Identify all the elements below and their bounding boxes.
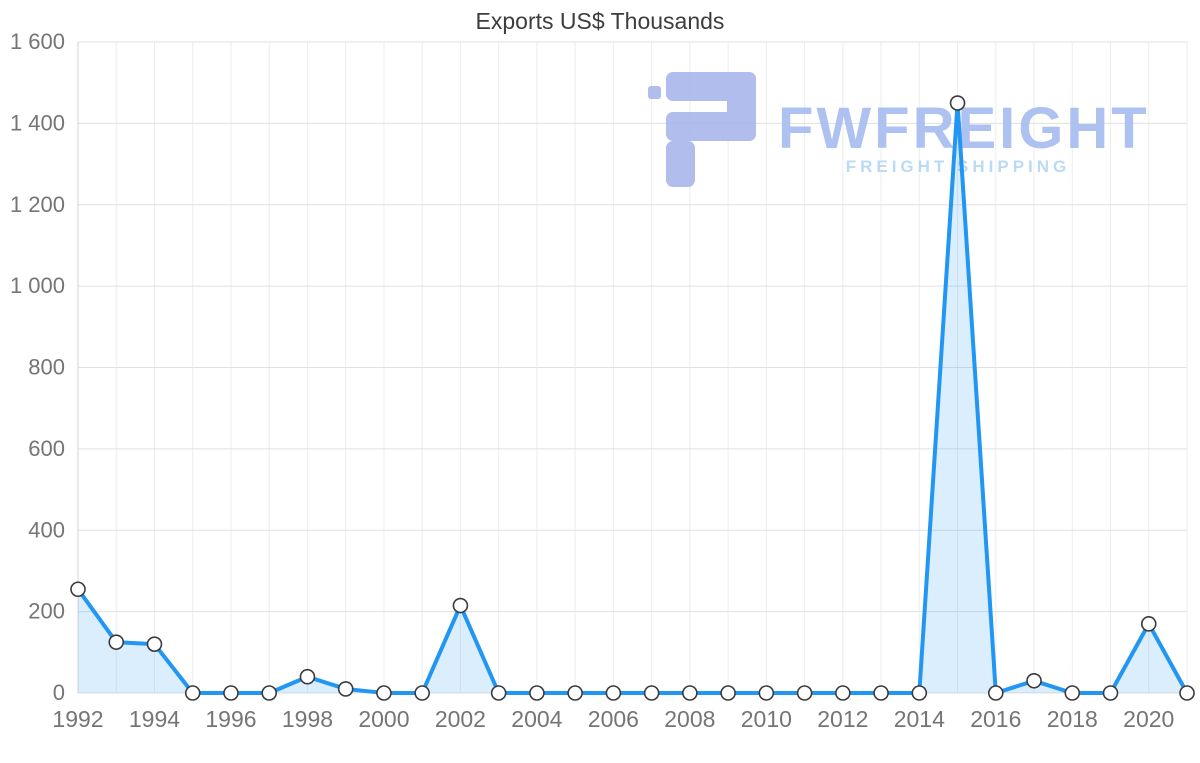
- fwfreight-logo-icon: [648, 86, 661, 99]
- x-axis-tick-label: 2012: [817, 706, 868, 732]
- series-area: [78, 103, 1187, 693]
- data-point-marker[interactable]: [184, 685, 201, 701]
- data-point-marker[interactable]: [682, 685, 698, 701]
- x-axis-tick-label: 2004: [511, 706, 562, 732]
- axis-labels: 0 200 400 600 800 1 000 1 200 1 400 1 600 1992 199…: [10, 29, 1174, 732]
- data-point-marker[interactable]: [720, 685, 736, 701]
- x-axis-tick-label: 2006: [588, 706, 639, 732]
- x-axis-tick-label: 2020: [1123, 706, 1174, 732]
- data-point-marker[interactable]: [1179, 685, 1195, 701]
- y-axis-tick-label: 0: [53, 680, 65, 705]
- x-axis-tick-label: 2000: [358, 706, 409, 732]
- data-point-marker[interactable]: [1064, 685, 1081, 701]
- data-point-marker[interactable]: [567, 685, 583, 701]
- watermark-tagline: FREIGHT SHIPPING: [846, 157, 1071, 176]
- data-point-marker[interactable]: [108, 634, 125, 650]
- series: [70, 95, 1195, 701]
- chart-title: Exports US$ Thousands: [475, 8, 725, 34]
- data-point-marker[interactable]: [796, 685, 813, 701]
- data-point-marker[interactable]: [261, 685, 278, 701]
- x-axis-tick-label: 2002: [435, 706, 486, 732]
- x-axis-tick-label: 1998: [282, 706, 333, 732]
- y-axis-tick-label: 1 600: [10, 29, 65, 54]
- data-point-marker[interactable]: [758, 685, 775, 701]
- data-point-marker[interactable]: [452, 597, 469, 614]
- data-point-marker[interactable]: [490, 685, 507, 701]
- data-point-marker[interactable]: [1102, 685, 1119, 701]
- y-axis-tick-label: 1 400: [10, 110, 65, 135]
- data-point-marker[interactable]: [949, 95, 966, 111]
- watermark: FWFREIGHT FREIGHT SHIPPING: [648, 72, 1147, 187]
- data-point-marker[interactable]: [987, 685, 1004, 701]
- x-axis-tick-label: 1994: [129, 706, 180, 732]
- x-axis-tick-label: 2014: [894, 706, 945, 732]
- data-point-marker[interactable]: [146, 636, 163, 652]
- data-point-marker[interactable]: [1140, 616, 1157, 632]
- y-axis-tick-label: 600: [28, 436, 65, 461]
- x-axis-tick-label: 2016: [970, 706, 1021, 732]
- y-axis-tick-label: 1 000: [10, 273, 65, 298]
- fwfreight-logo-icon: [666, 141, 695, 187]
- data-point-marker[interactable]: [376, 685, 392, 701]
- y-axis-tick-label: 200: [28, 599, 65, 624]
- x-axis-tick-label: 1992: [52, 706, 103, 732]
- data-point-marker[interactable]: [835, 685, 851, 701]
- data-point-marker[interactable]: [337, 681, 354, 697]
- data-point-marker[interactable]: [414, 685, 430, 701]
- y-axis-tick-label: 1 200: [10, 192, 65, 217]
- gridlines: [77, 41, 1188, 694]
- data-point-marker[interactable]: [643, 685, 660, 701]
- series-line: [76, 101, 1189, 695]
- data-point-marker[interactable]: [911, 685, 928, 701]
- y-axis-tick-label: 800: [28, 355, 65, 380]
- fwfreight-logo-icon: [666, 112, 756, 141]
- x-axis-tick-label: 2010: [741, 706, 792, 732]
- data-point-marker[interactable]: [873, 685, 889, 701]
- data-point-marker[interactable]: [223, 685, 239, 701]
- data-point-marker[interactable]: [1026, 672, 1042, 689]
- data-point-marker[interactable]: [605, 685, 622, 701]
- x-axis-tick-label: 1996: [205, 706, 256, 732]
- x-axis-tick-label: 2008: [664, 706, 715, 732]
- data-point-marker[interactable]: [529, 685, 545, 701]
- y-axis-tick-label: 400: [28, 517, 65, 542]
- x-axis-tick-label: 2018: [1047, 706, 1098, 732]
- data-point-marker[interactable]: [299, 668, 316, 685]
- data-point-marker[interactable]: [70, 581, 86, 598]
